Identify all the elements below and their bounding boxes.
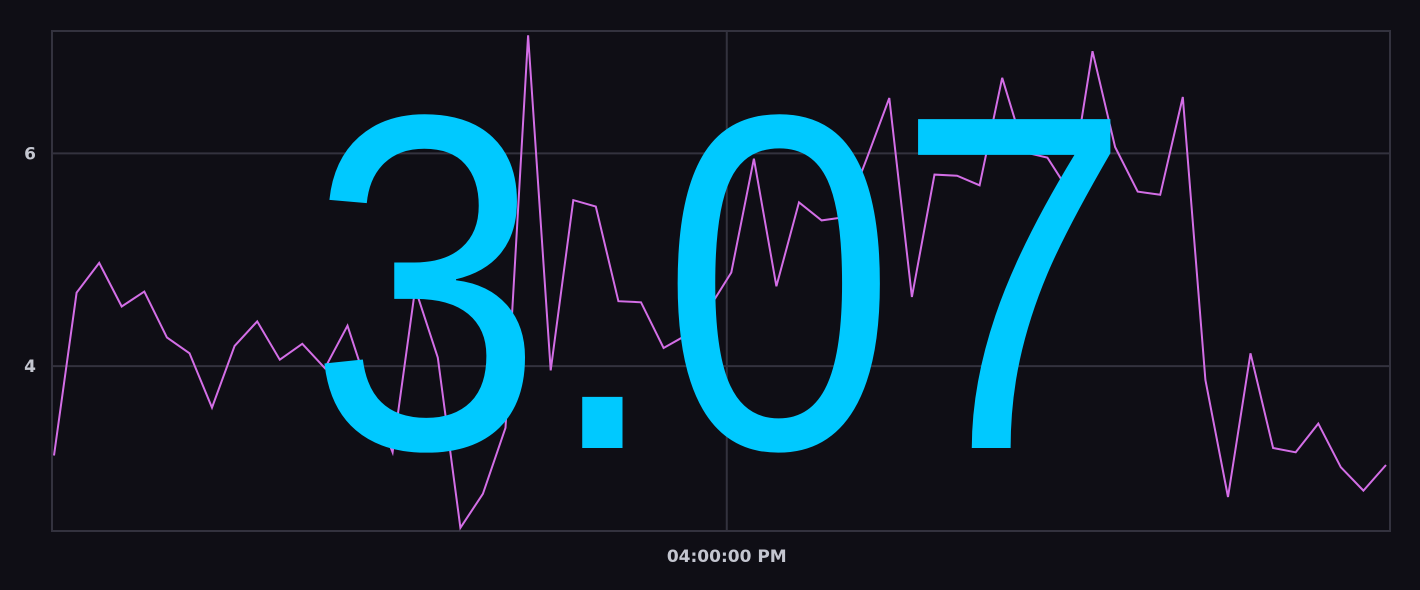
x-tick-label: 04:00:00 PM <box>667 547 787 567</box>
y-axis: 46 <box>24 144 36 377</box>
series-group <box>53 35 1387 531</box>
plot-frame <box>51 30 1391 532</box>
y-tick-label: 4 <box>24 357 36 377</box>
grid <box>52 31 1390 531</box>
y-tick-label: 6 <box>24 144 36 164</box>
series-line <box>53 35 1387 531</box>
x-axis: 04:00:00 PM <box>667 547 787 567</box>
